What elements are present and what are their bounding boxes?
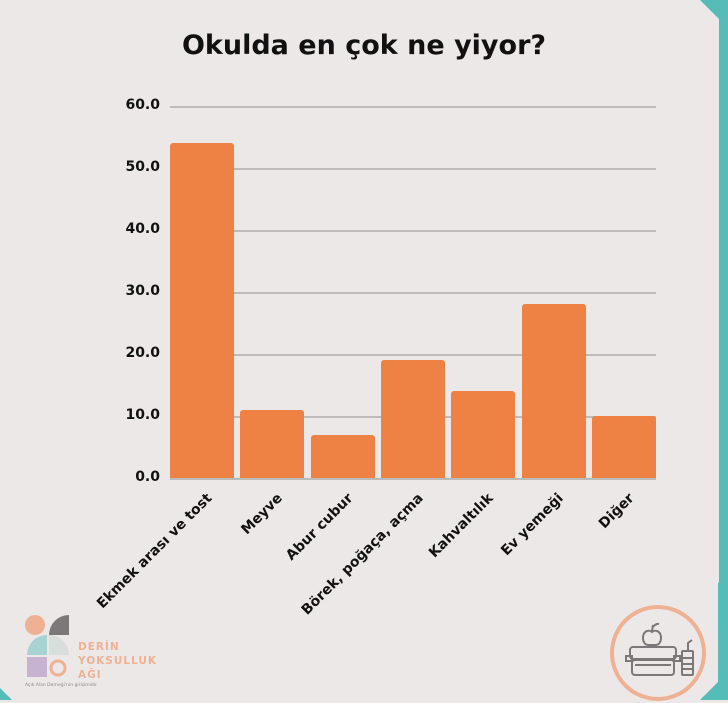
- logo-line-2: YOKSULLUK: [78, 655, 158, 667]
- bar: [170, 143, 234, 478]
- logo-subtitle: Açık Alan Derneği'nin girişimidir.: [25, 683, 98, 688]
- gridline: [170, 292, 656, 294]
- y-tick-label: 0.0: [135, 469, 160, 485]
- y-tick-label: 40.0: [125, 221, 160, 237]
- gridline: [170, 230, 656, 232]
- logo-line-3: AĞI: [78, 669, 102, 681]
- bar: [521, 304, 586, 478]
- bar: [591, 416, 656, 478]
- y-tick-label: 30.0: [125, 283, 160, 299]
- bar: [310, 434, 375, 478]
- bar: [240, 409, 305, 478]
- bar: [380, 360, 445, 478]
- chart-title: Okulda en çok ne yiyor?: [181, 30, 547, 61]
- gridline: [170, 168, 656, 170]
- bar: [451, 391, 516, 478]
- logo-line-1: DERİN: [78, 641, 120, 653]
- y-tick-label: 60.0: [125, 97, 160, 113]
- y-tick-label: 10.0: [125, 407, 160, 423]
- lunchbox-icon: [610, 605, 706, 701]
- y-tick-label: 50.0: [125, 159, 160, 175]
- gridline: [170, 478, 656, 480]
- y-tick-label: 20.0: [125, 345, 160, 361]
- derin-yoksulluk-logo-icon: [25, 615, 69, 677]
- logo-text: DERİN YOKSULLUK AĞI: [78, 640, 157, 682]
- gridline: [170, 354, 656, 356]
- gridline: [170, 106, 656, 108]
